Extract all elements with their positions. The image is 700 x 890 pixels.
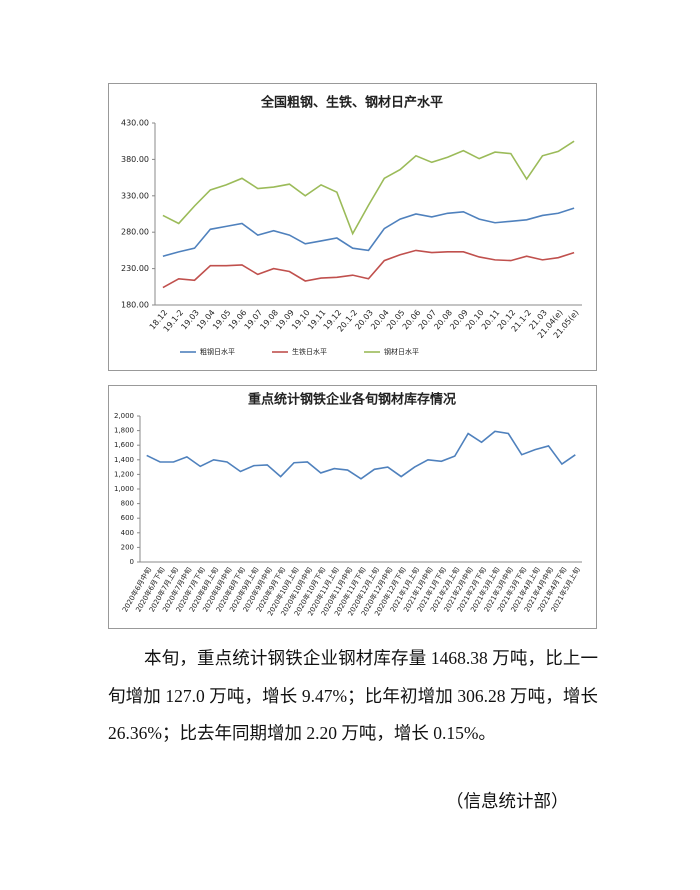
legend-label: 钢材日水平 (384, 347, 419, 356)
chart-frame (108, 83, 597, 371)
paragraph: 本旬，重点统计钢铁企业钢材库存量 1468.38 万吨，比上一旬增加 127.0… (108, 648, 598, 743)
y-tick-label: 2,000 (114, 412, 134, 420)
y-tick-label: 0 (130, 558, 134, 566)
y-tick-label: 180.00 (121, 301, 149, 310)
y-tick-label: 1,200 (114, 470, 134, 478)
y-tick-label: 400 (121, 529, 134, 537)
y-tick-label: 600 (121, 514, 134, 522)
signature: （信息统计部） (446, 791, 569, 811)
y-tick-label: 800 (121, 500, 134, 508)
data-line (162, 207, 575, 257)
y-tick-label: 1,600 (114, 441, 134, 449)
chart-frame (108, 385, 597, 629)
legend-label: 生铁日水平 (292, 347, 327, 356)
y-tick-label: 280.00 (121, 228, 149, 237)
y-tick-label: 1,800 (114, 427, 134, 435)
y-tick-label: 430.00 (121, 119, 149, 128)
legend-label: 粗钢日水平 (200, 347, 235, 356)
charts: 全国粗钢、生铁、钢材日产水平 180.00 230.00 280.00 330.00 38… (108, 83, 597, 629)
y-tick-label: 330.00 (121, 191, 149, 200)
y-tick-label: 230.00 (121, 264, 149, 273)
data-line (162, 249, 575, 289)
chart-title: 重点统计钢铁企业各旬钢材库存情况 (248, 392, 456, 408)
data-line (146, 430, 576, 480)
y-tick-label: 200 (121, 543, 134, 551)
chart-title: 全国粗钢、生铁、钢材日产水平 (260, 95, 443, 111)
data-line (162, 140, 575, 236)
y-tick-label: 380.00 (121, 155, 149, 164)
y-tick-label: 1,400 (114, 456, 134, 464)
y-tick-label: 1,000 (114, 485, 134, 493)
